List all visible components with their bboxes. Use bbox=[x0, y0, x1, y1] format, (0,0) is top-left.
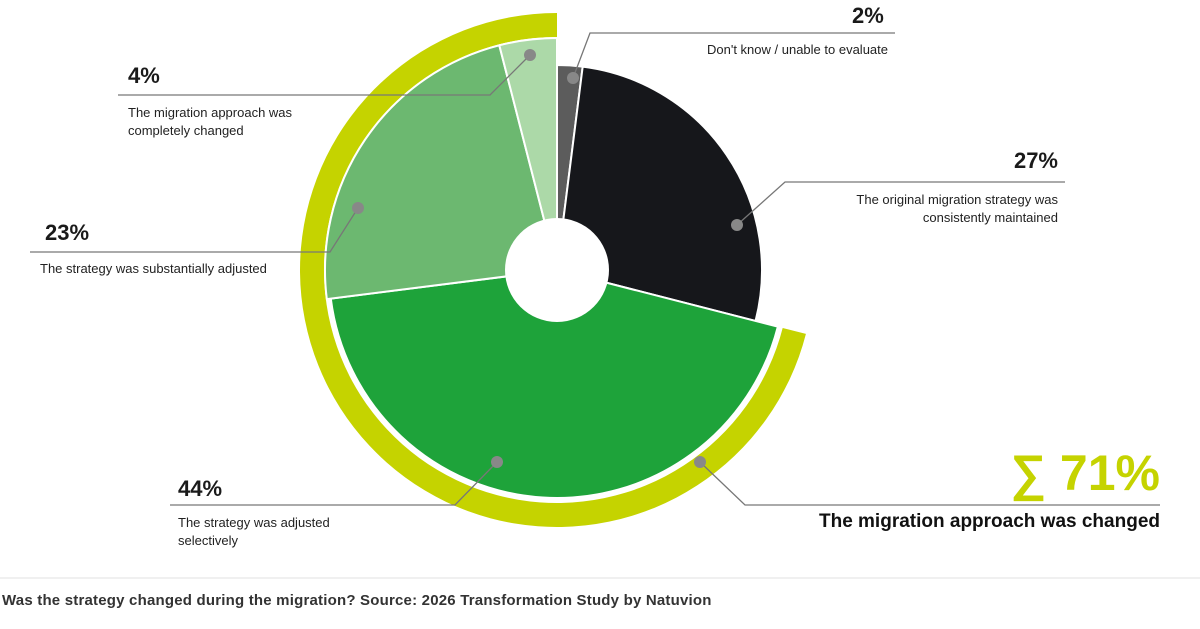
leader-line bbox=[170, 461, 498, 506]
leader-dot bbox=[694, 456, 706, 468]
slice bbox=[498, 36, 558, 271]
total-text: The migration approach was changed bbox=[818, 511, 1160, 532]
leader-dot bbox=[567, 72, 579, 84]
total-value: ∑ 71% bbox=[1010, 445, 1160, 501]
slice-label: The strategy was substantially adjusted bbox=[40, 261, 267, 276]
slice bbox=[329, 268, 780, 499]
slice-label: The migration approach was completely ch… bbox=[128, 105, 293, 138]
value-label: 44% bbox=[178, 476, 223, 501]
leader-line bbox=[572, 32, 895, 79]
leader-line bbox=[30, 207, 359, 253]
slice-label: The original migration strategy was cons… bbox=[856, 192, 1058, 225]
slice bbox=[555, 65, 763, 323]
caption: Was the strategy changed during the migr… bbox=[2, 592, 712, 609]
slice bbox=[324, 44, 559, 301]
slice-label: Don't know / unable to evaluate bbox=[707, 42, 888, 57]
value-label: 27% bbox=[1013, 148, 1058, 173]
leader-dot bbox=[731, 219, 743, 231]
center-hole bbox=[505, 218, 609, 322]
leader-dot bbox=[352, 202, 364, 214]
leader-dot bbox=[524, 49, 536, 61]
value-label: 4% bbox=[128, 63, 160, 88]
value-label: 2% bbox=[852, 3, 884, 28]
leader-line bbox=[699, 461, 1160, 506]
leader-dot bbox=[491, 456, 503, 468]
leader-line bbox=[736, 181, 1065, 226]
value-label: 23% bbox=[45, 220, 90, 245]
slice-label: The strategy was adjusted selectively bbox=[178, 515, 330, 548]
leader-line bbox=[118, 54, 531, 96]
